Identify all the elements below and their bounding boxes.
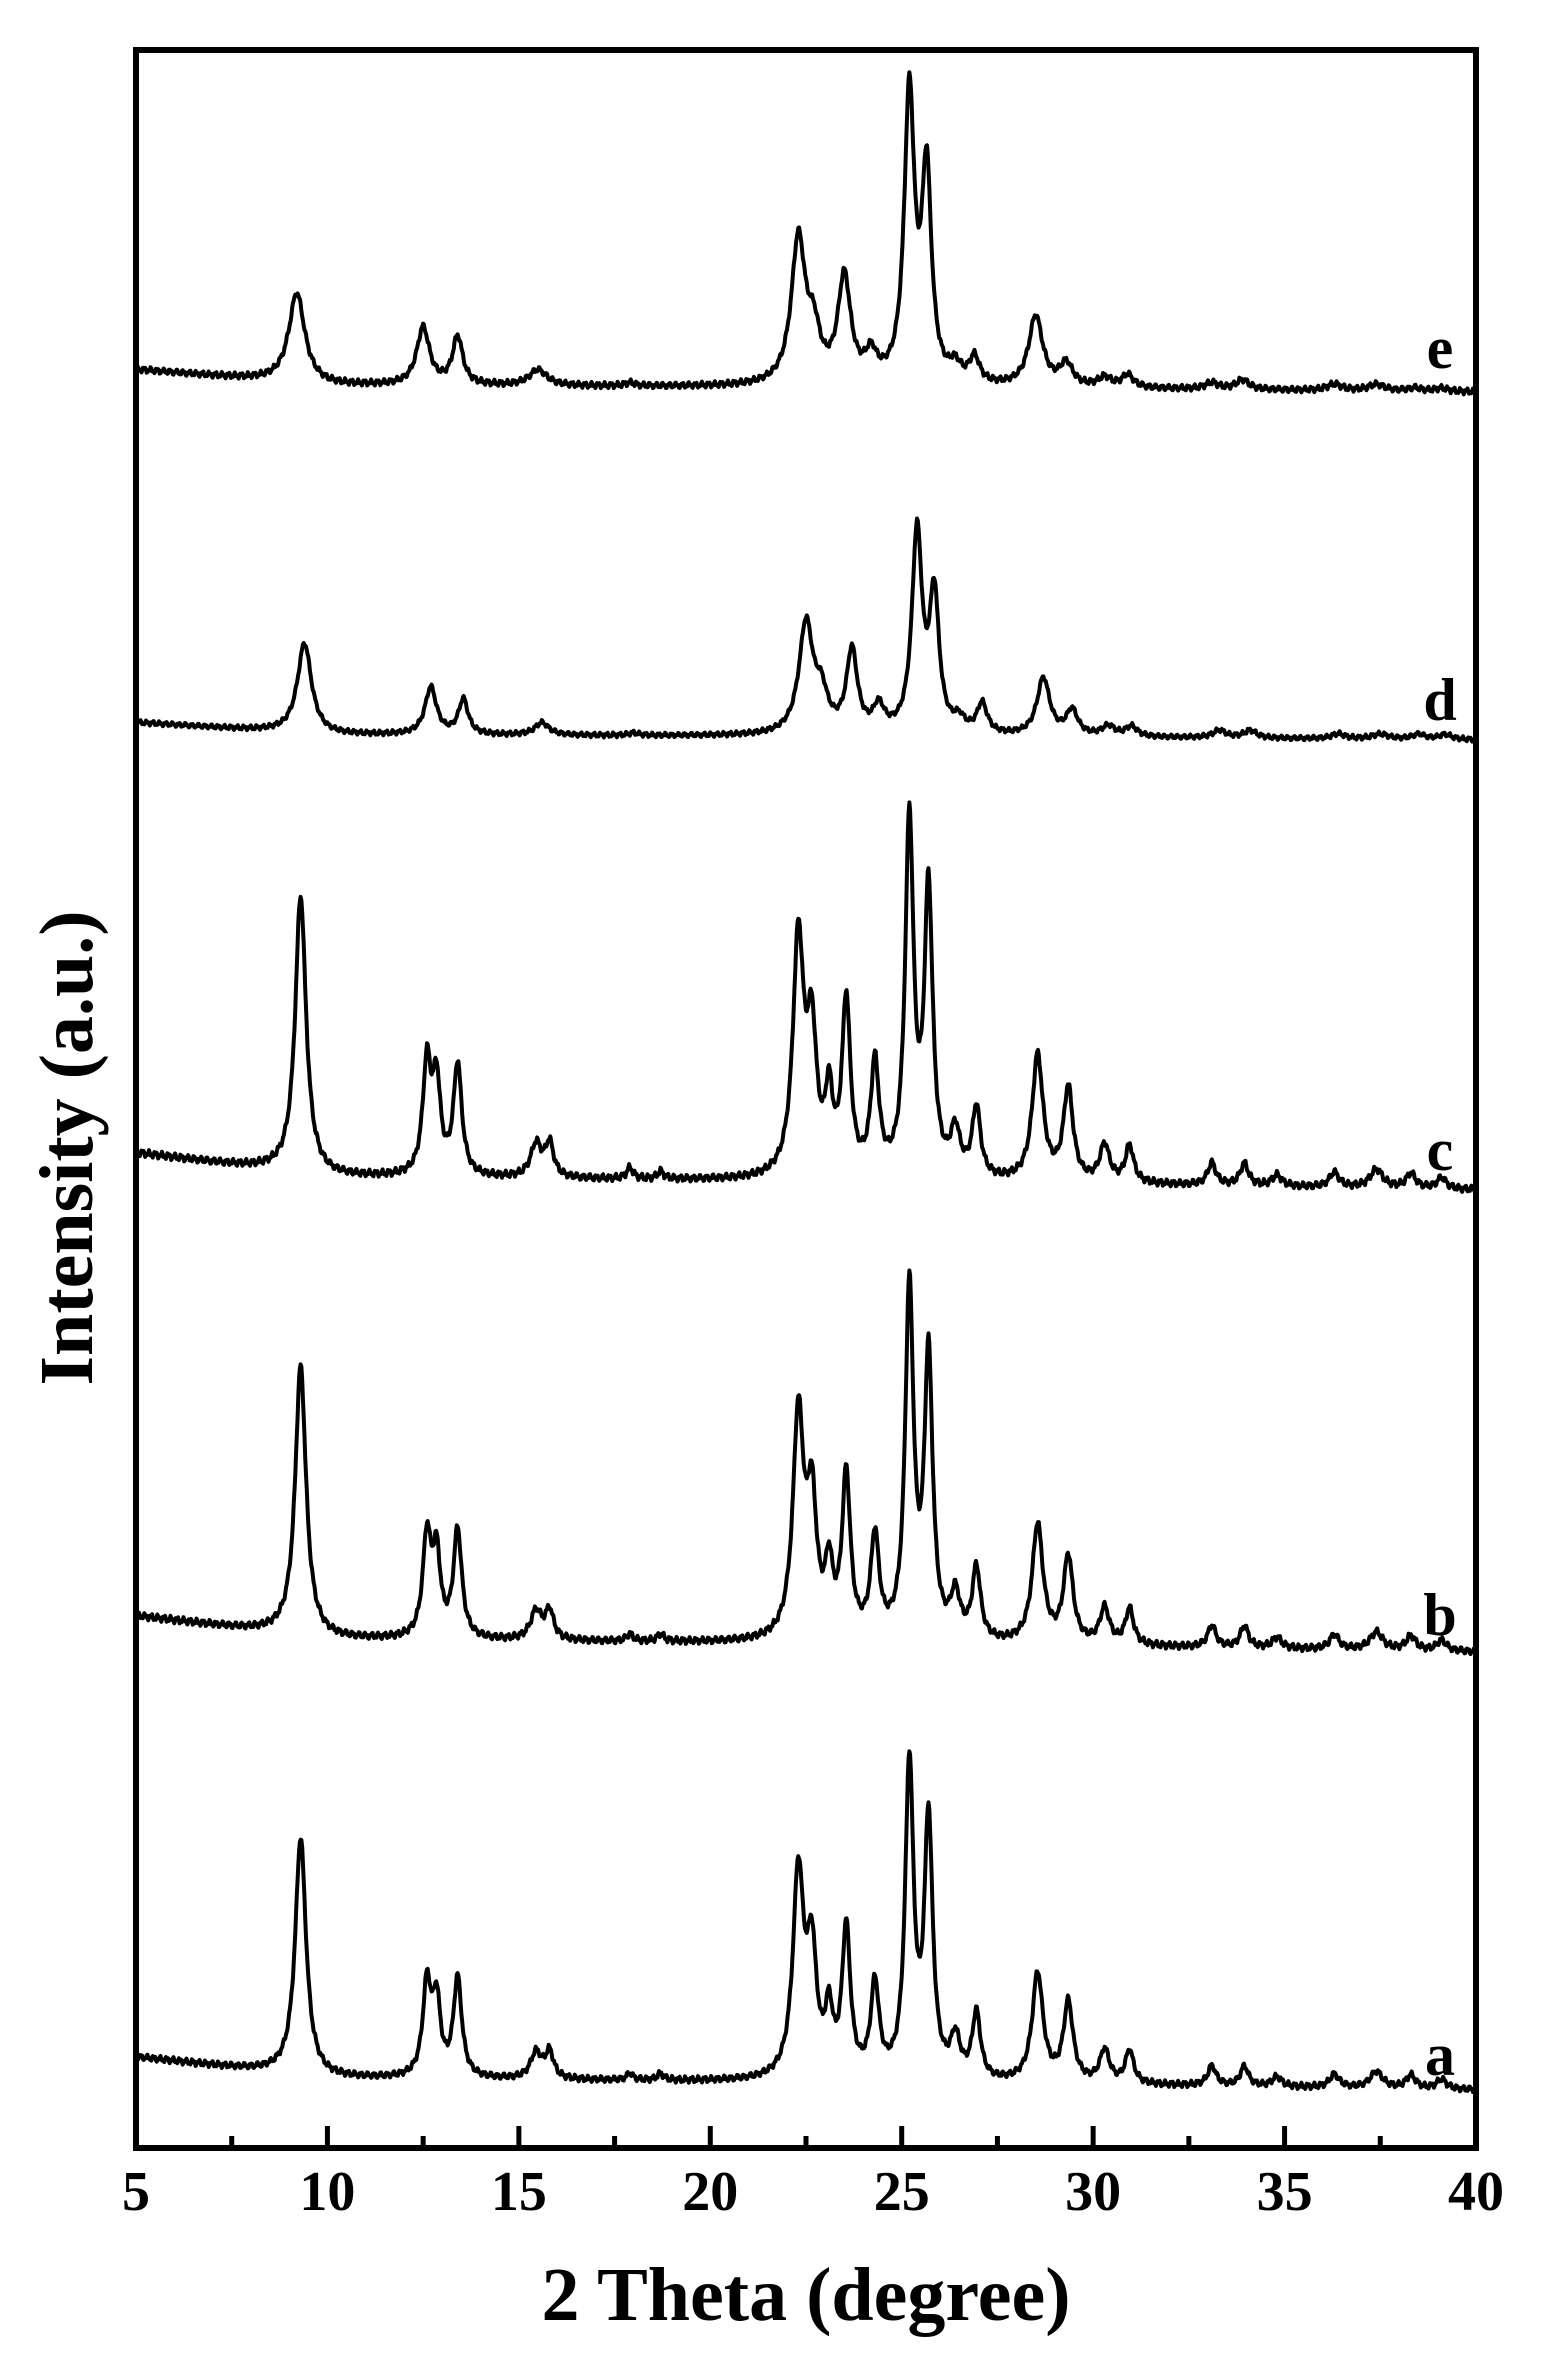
series-label-d: d [1423,667,1456,733]
series-trace-a [134,1749,1478,2094]
x-tick-label: 40 [1448,2161,1504,2223]
series-trace-e [134,70,1478,397]
x-axis-tick-labels: 5 10 15 20 25 30 35 40 [122,2161,1504,2223]
series-traces [134,70,1478,2094]
series-label-b: b [1423,1582,1456,1648]
series-trace-c [134,800,1478,1195]
series-label-c: c [1427,1117,1454,1183]
series-labels: a b c d e [1423,315,1456,2088]
series-label-a: a [1425,2022,1455,2088]
x-tick-label: 5 [122,2161,150,2223]
y-axis-title: Intensity (a.u.) [25,910,109,1385]
x-tick-label: 10 [299,2161,355,2223]
x-tick-label: 20 [682,2161,738,2223]
x-tick-label: 15 [491,2161,547,2223]
x-tick-label: 30 [1065,2161,1121,2223]
plot-frame [133,47,1479,2151]
x-axis-ticks [133,2126,1479,2148]
series-trace-d [134,516,1478,744]
x-tick-label: 25 [874,2161,930,2223]
x-axis-title: 2 Theta (degree) [541,2253,1070,2337]
x-tick-label: 35 [1257,2161,1313,2223]
series-trace-b [134,1268,1478,1656]
series-label-e: e [1427,315,1454,381]
